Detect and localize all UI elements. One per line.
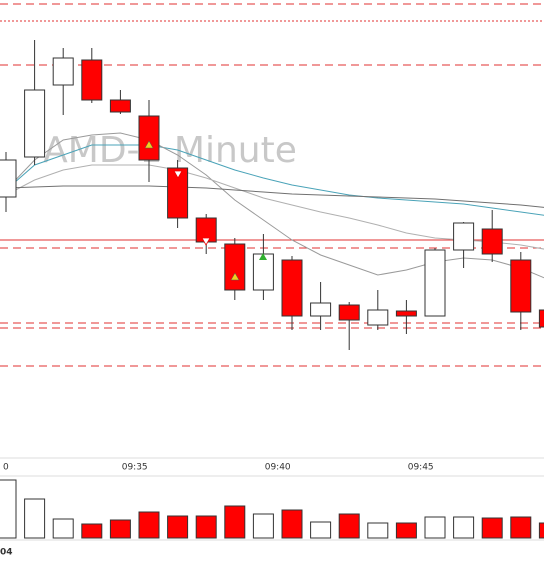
- candle-body: [224, 243, 246, 291]
- volume-bar: [52, 518, 74, 539]
- volume-bar: [167, 515, 189, 539]
- volume-bar: [281, 509, 303, 539]
- candle-body: [395, 310, 417, 317]
- moving-average: [5, 185, 544, 208]
- volume-bar: [24, 498, 46, 539]
- volume-bar: [453, 516, 475, 539]
- candle-body: [281, 259, 303, 317]
- moving-average: [5, 132, 544, 279]
- volume-bar: [224, 505, 246, 539]
- candle-body: [109, 99, 131, 113]
- x-tick-label: 09:40: [265, 463, 291, 473]
- x-tick-label: 0: [3, 463, 9, 473]
- volume-bar: [367, 522, 389, 539]
- volume-bar: [338, 513, 360, 539]
- candle-body: [453, 222, 475, 251]
- candle-body: [24, 89, 46, 158]
- volume-bar: [395, 522, 417, 539]
- candle-body: [538, 309, 544, 328]
- moving-average: [5, 144, 544, 216]
- signal-markers: [144, 140, 267, 281]
- candle-body: [424, 249, 446, 317]
- volume-bar: [109, 519, 131, 539]
- candle-body: [510, 259, 532, 313]
- signal-down: [201, 237, 211, 246]
- volume-bar: [252, 513, 274, 539]
- candle-body: [81, 59, 103, 101]
- signal-down: [173, 170, 183, 179]
- volume-bar: [138, 511, 160, 539]
- candle-body: [338, 304, 360, 321]
- signal-up: [259, 253, 267, 260]
- volume-label: 04: [0, 548, 13, 558]
- candle-body: [367, 309, 389, 326]
- x-tick-label: 09:45: [408, 463, 434, 473]
- volume-bar: [424, 516, 446, 539]
- volume-bar: [510, 516, 532, 539]
- signal-up: [230, 272, 240, 281]
- x-tick-label: 09:35: [122, 463, 148, 473]
- candle-body: [52, 57, 74, 86]
- volume-bar: [310, 521, 332, 539]
- volume-bar: [538, 522, 544, 539]
- volume-bar: [195, 515, 217, 539]
- candle-body: [167, 167, 189, 219]
- candle-body: [138, 115, 160, 161]
- volume-bar: [481, 517, 503, 539]
- volume-bar: [81, 523, 103, 539]
- volume-bar: [0, 479, 17, 539]
- signal-up: [144, 140, 154, 149]
- candle-body: [0, 159, 17, 198]
- candle-body: [481, 228, 503, 255]
- candle-body: [310, 302, 332, 317]
